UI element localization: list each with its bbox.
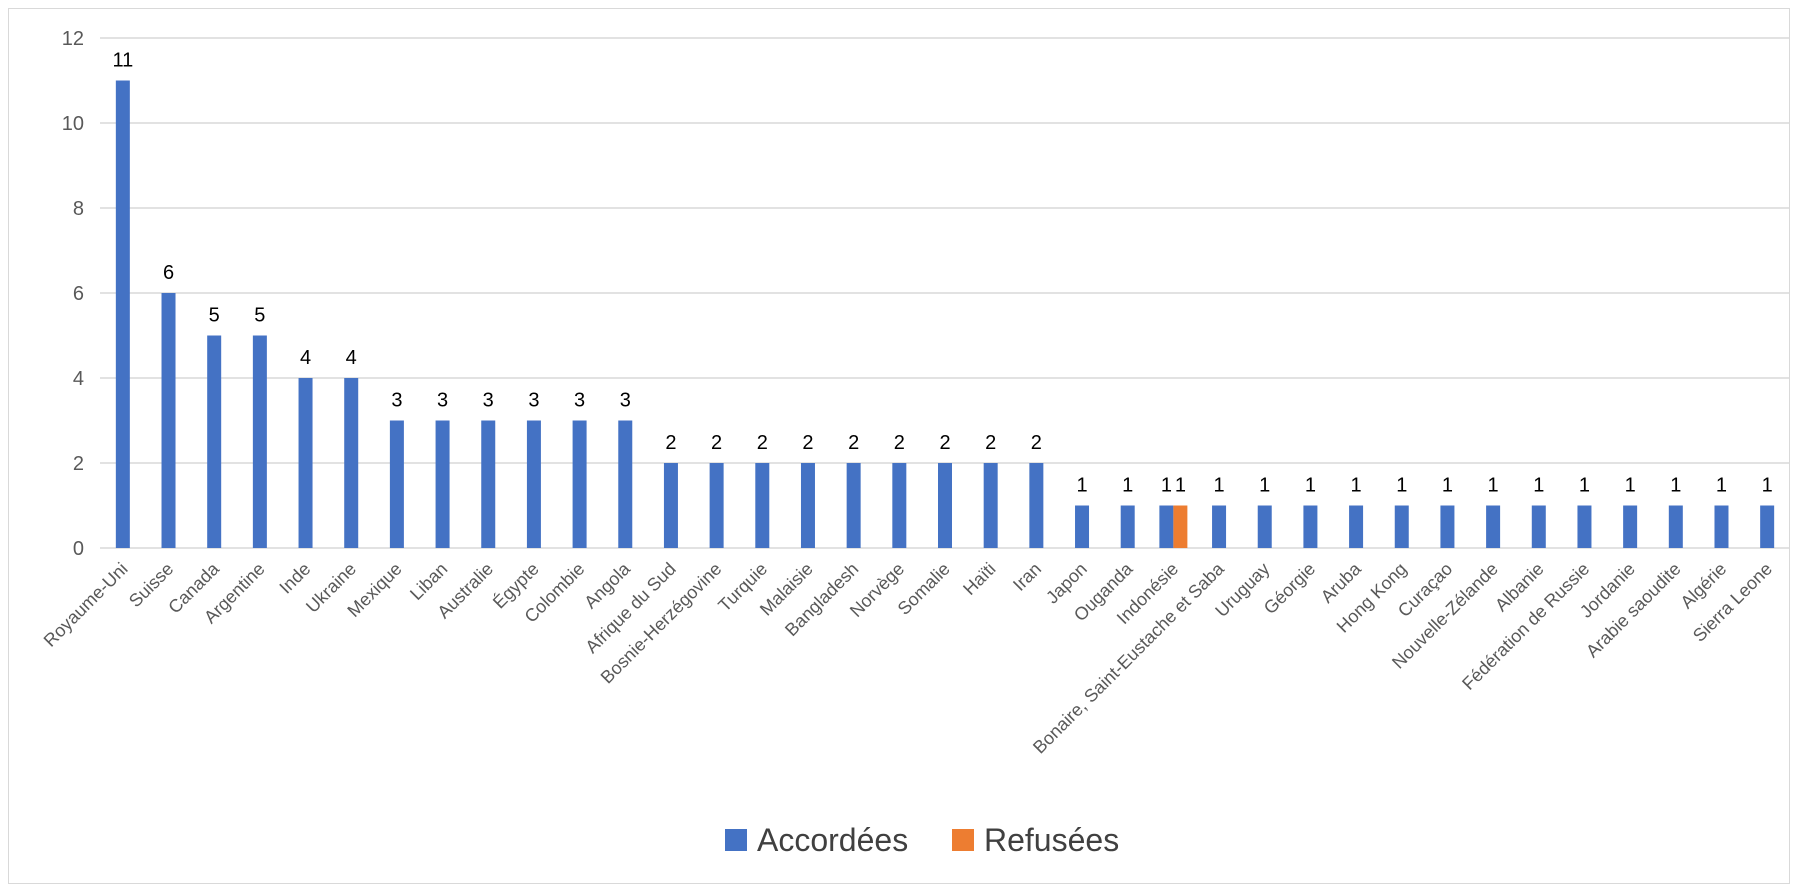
bar-accordees — [709, 463, 724, 548]
data-label-accordees: 2 — [711, 432, 722, 454]
data-label-accordees: 4 — [346, 347, 357, 369]
bar-accordees — [435, 420, 450, 548]
bar-accordees — [1577, 505, 1592, 548]
data-label-accordees: 4 — [300, 347, 311, 369]
bar-accordees — [115, 80, 130, 548]
bar-accordees — [526, 420, 541, 548]
data-label-accordees: 1 — [1122, 475, 1133, 497]
data-label-accordees: 1 — [1670, 475, 1681, 497]
data-label-accordees: 1 — [1579, 475, 1590, 497]
bar-accordees — [1257, 505, 1272, 548]
y-tick-label: 0 — [73, 538, 84, 560]
bar-accordees — [207, 335, 222, 548]
bar-accordees — [1531, 505, 1546, 548]
bar-accordees — [1120, 505, 1135, 548]
x-tick-label: Royaume-Uni — [40, 559, 132, 651]
bars — [115, 80, 1775, 548]
data-label-accordees: 1 — [1625, 475, 1636, 497]
gridlines — [100, 37, 1790, 549]
y-tick-label: 4 — [73, 368, 84, 390]
data-label-accordees: 1 — [1533, 475, 1544, 497]
data-label-accordees: 11 — [112, 50, 133, 72]
bar-accordees — [161, 293, 176, 548]
bar-accordees — [1075, 505, 1090, 548]
data-label-accordees: 3 — [574, 390, 585, 412]
bar-accordees — [800, 463, 815, 548]
x-tick-label: Iran — [1009, 559, 1045, 595]
data-label-accordees: 3 — [528, 390, 539, 412]
data-label-accordees: 1 — [1076, 475, 1087, 497]
data-label-accordees: 1 — [1161, 475, 1172, 497]
data-label-accordees: 2 — [802, 432, 813, 454]
bar-accordees — [389, 420, 404, 548]
data-label-accordees: 2 — [894, 432, 905, 454]
bar-accordees — [344, 378, 359, 548]
data-label-accordees: 1 — [1259, 475, 1270, 497]
bar-accordees — [846, 463, 861, 548]
bar-accordees — [1029, 463, 1044, 548]
data-label-accordees: 1 — [1351, 475, 1362, 497]
data-label-accordees: 2 — [939, 432, 950, 454]
legend-swatch — [725, 829, 747, 851]
y-tick-label: 2 — [73, 453, 84, 475]
bar-accordees — [1394, 505, 1409, 548]
bar-accordees — [1159, 505, 1174, 548]
y-tick-label: 12 — [62, 28, 84, 50]
bar-accordees — [1760, 505, 1775, 548]
bar-accordees — [1623, 505, 1638, 548]
legend-label: Refusées — [984, 822, 1119, 858]
x-tick-label: Haïti — [959, 559, 999, 599]
data-label-accordees: 2 — [1031, 432, 1042, 454]
bar-accordees — [572, 420, 587, 548]
bar-accordees — [1212, 505, 1227, 548]
bar-accordees — [1349, 505, 1364, 548]
x-tick-label: Inde — [275, 559, 314, 598]
data-label-accordees: 3 — [437, 390, 448, 412]
data-label-accordees: 1 — [1716, 475, 1727, 497]
data-label-accordees: 5 — [209, 305, 220, 327]
bar-accordees — [481, 420, 496, 548]
data-label-accordees: 2 — [757, 432, 768, 454]
bar-accordees — [1714, 505, 1729, 548]
data-label-accordees: 2 — [848, 432, 859, 454]
bar-accordees — [1303, 505, 1318, 548]
data-label-accordees: 1 — [1396, 475, 1407, 497]
bar-accordees — [983, 463, 998, 548]
data-label-accordees: 1 — [1213, 475, 1224, 497]
y-tick-label: 8 — [73, 198, 84, 220]
bar-accordees — [755, 463, 770, 548]
legend-swatch — [952, 829, 974, 851]
bar-accordees — [252, 335, 267, 548]
data-label-accordees: 3 — [483, 390, 494, 412]
bar-accordees — [618, 420, 633, 548]
data-label-accordees: 5 — [254, 305, 265, 327]
data-label-accordees: 6 — [163, 262, 174, 284]
data-label-accordees: 3 — [391, 390, 402, 412]
legend: Accordées Refusées — [725, 822, 1119, 858]
y-tick-label: 6 — [73, 283, 84, 305]
x-tick-label: Géorgie — [1260, 559, 1319, 618]
data-label-accordees: 1 — [1762, 475, 1773, 497]
bar-accordees — [298, 378, 313, 548]
y-axis: 0 2 4 6 8 10 12 — [62, 28, 84, 560]
data-label-refusees: 1 — [1175, 475, 1186, 497]
y-tick-label: 10 — [62, 113, 84, 135]
data-label-accordees: 3 — [620, 390, 631, 412]
data-label-accordees: 2 — [665, 432, 676, 454]
data-label-accordees: 2 — [985, 432, 996, 454]
bar-accordees — [1486, 505, 1501, 548]
bar-accordees — [938, 463, 952, 548]
bar-accordees — [1668, 505, 1683, 548]
legend-label: Accordées — [757, 822, 908, 858]
data-label-accordees: 1 — [1488, 475, 1499, 497]
bar-accordees — [663, 463, 678, 548]
bar-refusees — [1173, 505, 1188, 548]
data-label-accordees: 1 — [1305, 475, 1316, 497]
bar-accordees — [892, 463, 907, 548]
data-label-accordees: 1 — [1442, 475, 1453, 497]
bar-accordees — [1440, 505, 1455, 548]
